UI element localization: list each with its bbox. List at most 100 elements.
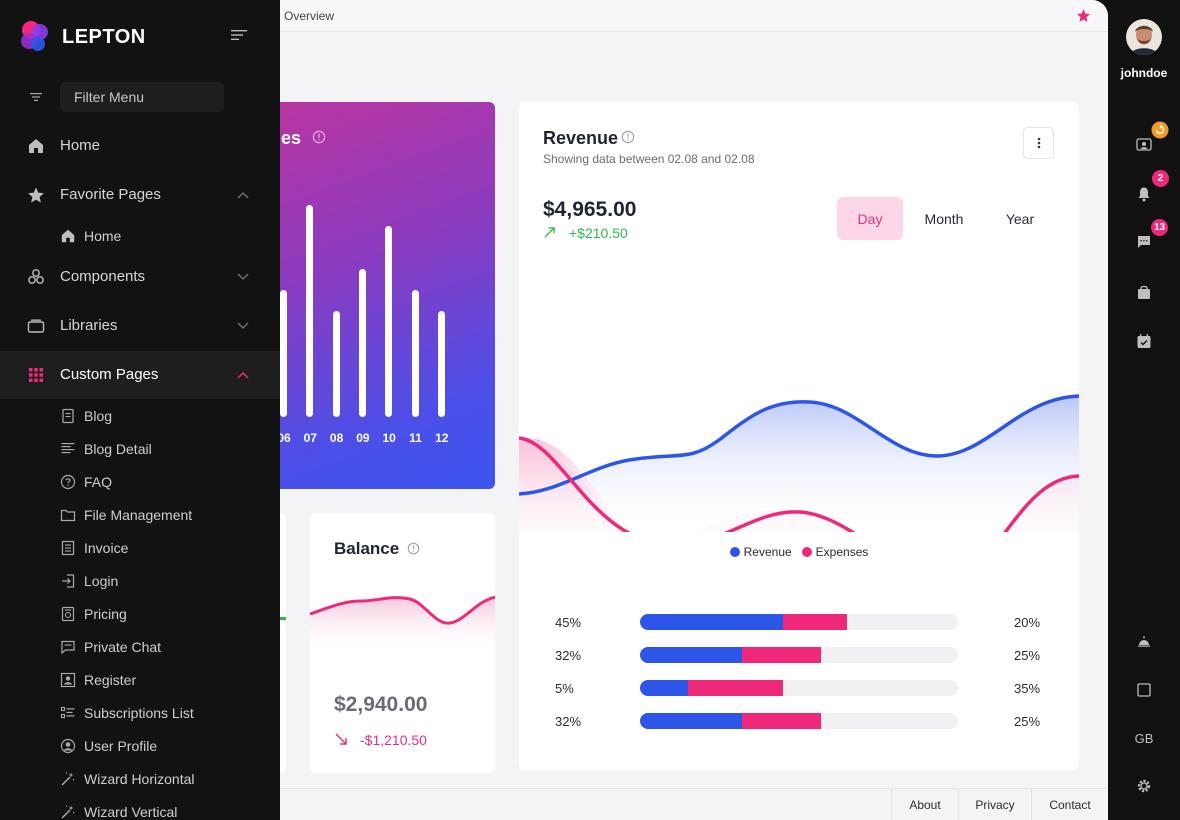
sidebar-subitem-label: Private Chat — [84, 639, 162, 655]
sidebar-subitem-invoice[interactable]: Invoice — [0, 534, 280, 562]
sidebar-subitem-register[interactable]: Register — [0, 666, 280, 694]
legend-dot — [729, 547, 740, 557]
filter-icon — [30, 93, 42, 101]
message-badge: 13 — [1151, 219, 1169, 236]
info-icon[interactable] — [312, 130, 326, 144]
sales-bar — [385, 226, 393, 417]
blog-detail-icon — [61, 443, 75, 454]
period-day-button[interactable]: Day — [837, 197, 903, 240]
user-avatar-icon — [1126, 19, 1162, 55]
sidebar-item-custom-pages[interactable]: Custom Pages — [0, 351, 280, 399]
menu-collapse-icon[interactable] — [231, 29, 247, 41]
theme-sun-icon[interactable] — [1136, 634, 1152, 650]
sidebar-subitem-label: File Management — [84, 507, 193, 523]
sidebar-subitem-blog-detail[interactable]: Blog Detail — [0, 435, 280, 463]
shopping-bag-icon[interactable] — [1136, 284, 1152, 300]
sync-icon[interactable] — [1151, 121, 1169, 139]
legend-revenue[interactable]: Revenue — [729, 545, 792, 559]
register-icon — [60, 672, 76, 688]
sidebar-subitem-file-management[interactable]: File Management — [0, 501, 280, 529]
calendar-icon[interactable] — [1136, 333, 1152, 349]
wand-icon — [61, 772, 75, 786]
balance-card: Balance $2,940.00 -$1,210.50 — [310, 513, 495, 773]
progress-right-value: 25% — [1014, 714, 1041, 729]
libraries-icon — [27, 319, 45, 333]
sidebar-subitem-pricing[interactable]: Pricing — [0, 600, 280, 628]
progress-expenses-fill — [741, 713, 822, 729]
sidebar-subitem-label: Blog — [84, 408, 113, 424]
username[interactable]: johndoe — [1120, 66, 1168, 80]
sidebar-item-label: Custom Pages — [60, 366, 159, 383]
sidebar-item-label: Components — [60, 268, 146, 285]
gear-icon[interactable] — [1136, 778, 1152, 794]
sidebar-item-components[interactable]: Components — [0, 253, 280, 301]
sidebar-subitem-private-chat[interactable]: Private Chat — [0, 633, 280, 661]
legend-expenses[interactable]: Expenses — [801, 545, 868, 559]
progress-row: 32% 25% — [519, 713, 1079, 729]
progress-expenses-fill — [741, 647, 822, 663]
progress-revenue-fill — [640, 614, 784, 630]
sidebar-subitem-home[interactable]: Home — [0, 222, 280, 250]
sales-bar — [280, 290, 287, 417]
star-icon — [28, 187, 44, 203]
sidebar-subitem-wizard-vertical[interactable]: Wizard Vertical — [0, 798, 280, 820]
progress-row: 5% 35% — [519, 680, 1079, 696]
sidebar-subitem-label: Subscriptions List — [84, 705, 194, 721]
sidebar-subitem-login[interactable]: Login — [0, 567, 280, 595]
sidebar-subitem-blog[interactable]: Blog — [0, 402, 280, 430]
footer-privacy-link[interactable]: Privacy — [958, 789, 1031, 820]
grid-icon — [29, 368, 43, 382]
balance-title: Balance — [334, 539, 400, 558]
main-content: Overview les 06 07 08 09 10 11 12 Balance $2,9… — [0, 0, 1108, 820]
sales-bar — [411, 290, 419, 417]
balance-delta: -$1,210.50 — [360, 732, 427, 748]
folder-icon — [60, 509, 76, 522]
breadcrumb[interactable]: Overview — [284, 9, 335, 23]
progress-track — [640, 713, 958, 729]
info-icon[interactable] — [407, 542, 420, 555]
progress-right-value: 25% — [1014, 648, 1041, 663]
sidebar-subitem-subscriptions-list[interactable]: Subscriptions List — [0, 699, 280, 727]
contacts-icon[interactable] — [1136, 137, 1152, 153]
sidebar-item-favorite-pages[interactable]: Favorite Pages — [0, 171, 280, 219]
favorite-star-icon[interactable] — [1076, 8, 1091, 23]
sidebar-item-label: Favorite Pages — [60, 186, 161, 203]
progress-left-value: 45% — [555, 615, 582, 630]
more-options-button[interactable] — [1023, 127, 1054, 159]
chevron-up-icon — [237, 192, 249, 199]
sidebar-subitem-user-profile[interactable]: User Profile — [0, 732, 280, 760]
footer-about-link[interactable]: About — [891, 789, 958, 820]
progress-expenses-fill — [687, 680, 784, 696]
filter-menu-input[interactable] — [74, 82, 220, 112]
balance-amount: $2,940.00 — [334, 693, 428, 716]
sidebar: LEPTON Home Favorite Pages Home Componen… — [0, 0, 280, 820]
sales-title: les — [276, 128, 302, 148]
square-layout-icon[interactable] — [1136, 682, 1152, 698]
sidebar-item-libraries[interactable]: Libraries — [0, 302, 280, 350]
sidebar-subitem-label: User Profile — [84, 738, 158, 754]
language-selector[interactable]: GB — [1134, 731, 1154, 746]
logo-text: LEPTON — [62, 26, 146, 48]
sales-bar-label: 06 — [277, 431, 291, 445]
filter-menu-box — [60, 82, 224, 112]
sidebar-item-home[interactable]: Home — [0, 122, 280, 170]
sidebar-subitem-label: Home — [84, 228, 122, 244]
bell-icon[interactable] — [1136, 186, 1152, 202]
pricing-icon — [61, 606, 75, 622]
revenue-title: Revenue — [543, 128, 619, 148]
info-icon[interactable] — [621, 130, 635, 144]
sidebar-subitem-faq[interactable]: FAQ — [0, 468, 280, 496]
period-year-button[interactable]: Year — [1005, 210, 1035, 227]
sidebar-subitem-label: Invoice — [84, 540, 129, 556]
sidebar-subitem-label: Blog Detail — [84, 441, 152, 457]
footer-contact-link[interactable]: Contact — [1031, 789, 1108, 820]
kebab-menu-icon — [1037, 137, 1040, 149]
sidebar-subitem-wizard-horizontal[interactable]: Wizard Horizontal — [0, 765, 280, 793]
chat-icon[interactable] — [1136, 234, 1152, 250]
chevron-down-icon — [237, 322, 249, 329]
sales-bar-label: 09 — [356, 431, 370, 445]
avatar[interactable] — [1126, 19, 1162, 55]
sales-bar-label: 12 — [435, 431, 449, 445]
period-month-button[interactable]: Month — [924, 210, 964, 227]
progress-right-value: 35% — [1014, 681, 1041, 696]
